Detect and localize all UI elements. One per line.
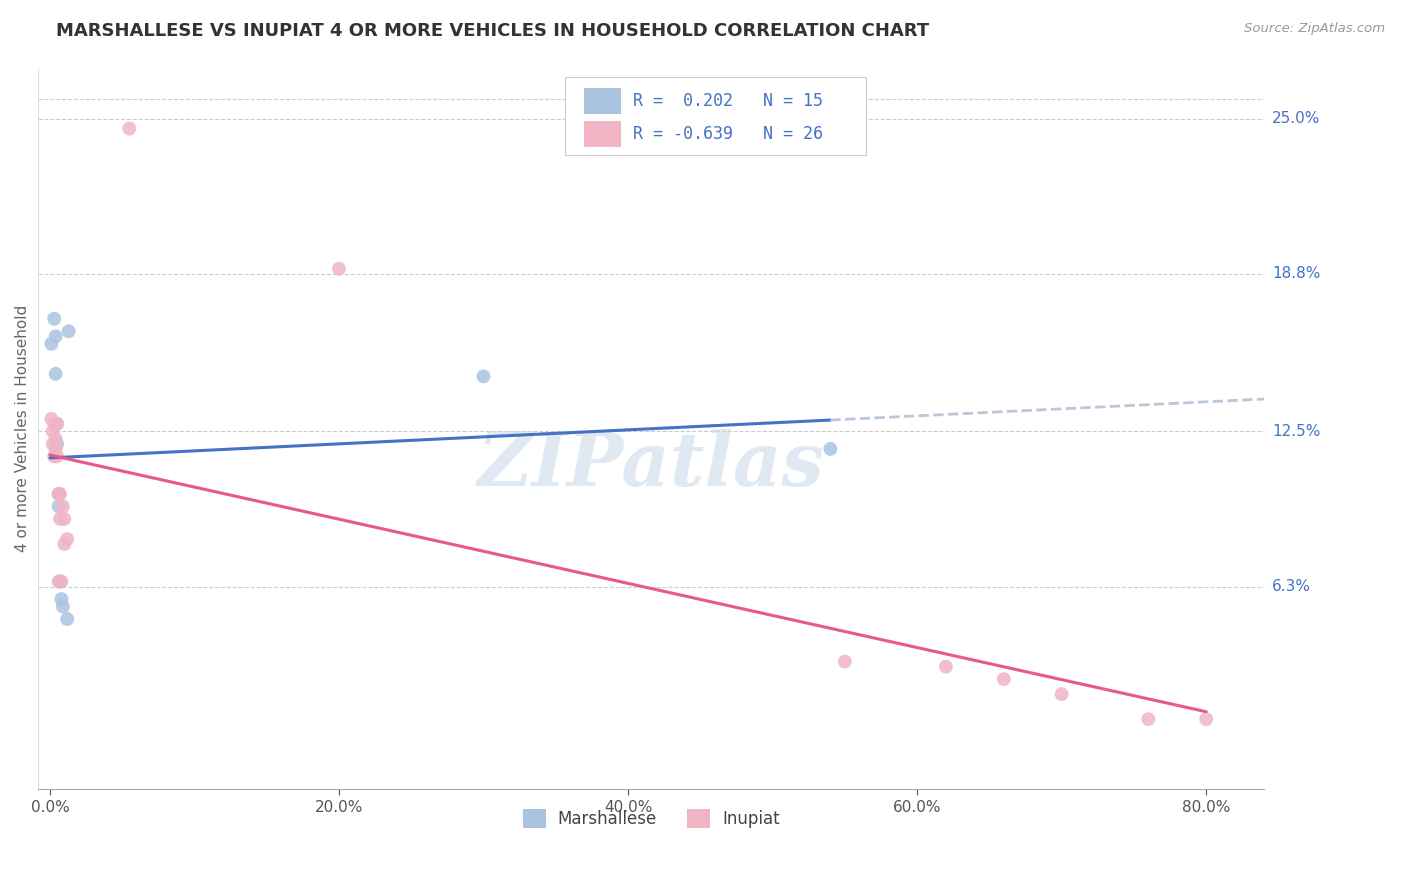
- Point: [53, 537, 76, 551]
- Point: [42, 437, 65, 451]
- Point: [52, 599, 75, 614]
- Point: [44, 311, 66, 326]
- Point: [53, 512, 76, 526]
- Point: [328, 261, 350, 276]
- Point: [58, 324, 80, 338]
- Text: Source: ZipAtlas.com: Source: ZipAtlas.com: [1244, 22, 1385, 36]
- Y-axis label: 4 or more Vehicles in Household: 4 or more Vehicles in Household: [15, 305, 30, 552]
- Point: [41, 336, 63, 351]
- Text: MARSHALLESE VS INUPIAT 4 OR MORE VEHICLES IN HOUSEHOLD CORRELATION CHART: MARSHALLESE VS INUPIAT 4 OR MORE VEHICLE…: [56, 22, 929, 40]
- Point: [1050, 687, 1073, 701]
- Text: R =  0.202   N = 15: R = 0.202 N = 15: [633, 92, 823, 110]
- Point: [46, 417, 69, 431]
- Point: [52, 500, 75, 514]
- Point: [48, 487, 70, 501]
- Text: 25.0%: 25.0%: [1272, 112, 1320, 126]
- Point: [820, 442, 842, 456]
- Text: ZIPatlas: ZIPatlas: [478, 429, 824, 501]
- Point: [49, 512, 72, 526]
- Point: [46, 417, 69, 431]
- Point: [41, 412, 63, 426]
- Point: [56, 532, 79, 546]
- Point: [45, 432, 67, 446]
- Legend: Marshallese, Inupiat: Marshallese, Inupiat: [516, 803, 786, 835]
- Point: [56, 612, 79, 626]
- FancyBboxPatch shape: [565, 78, 866, 155]
- Point: [49, 574, 72, 589]
- Point: [45, 442, 67, 456]
- Text: 18.8%: 18.8%: [1272, 266, 1320, 281]
- Text: 6.3%: 6.3%: [1272, 579, 1312, 594]
- Point: [46, 450, 69, 464]
- Point: [935, 659, 957, 673]
- Point: [48, 487, 70, 501]
- Point: [45, 329, 67, 343]
- Point: [48, 574, 70, 589]
- FancyBboxPatch shape: [583, 121, 620, 147]
- Point: [993, 672, 1015, 686]
- Point: [46, 437, 69, 451]
- Point: [118, 121, 141, 136]
- Text: R = -0.639   N = 26: R = -0.639 N = 26: [633, 125, 823, 143]
- Point: [45, 367, 67, 381]
- Point: [48, 500, 70, 514]
- Point: [1137, 712, 1160, 726]
- Point: [44, 417, 66, 431]
- Point: [1195, 712, 1218, 726]
- Point: [42, 425, 65, 439]
- Point: [834, 655, 856, 669]
- Point: [51, 574, 73, 589]
- Point: [44, 450, 66, 464]
- FancyBboxPatch shape: [583, 88, 620, 114]
- Text: 12.5%: 12.5%: [1272, 424, 1320, 439]
- Point: [49, 487, 72, 501]
- Point: [472, 369, 495, 384]
- Point: [51, 592, 73, 607]
